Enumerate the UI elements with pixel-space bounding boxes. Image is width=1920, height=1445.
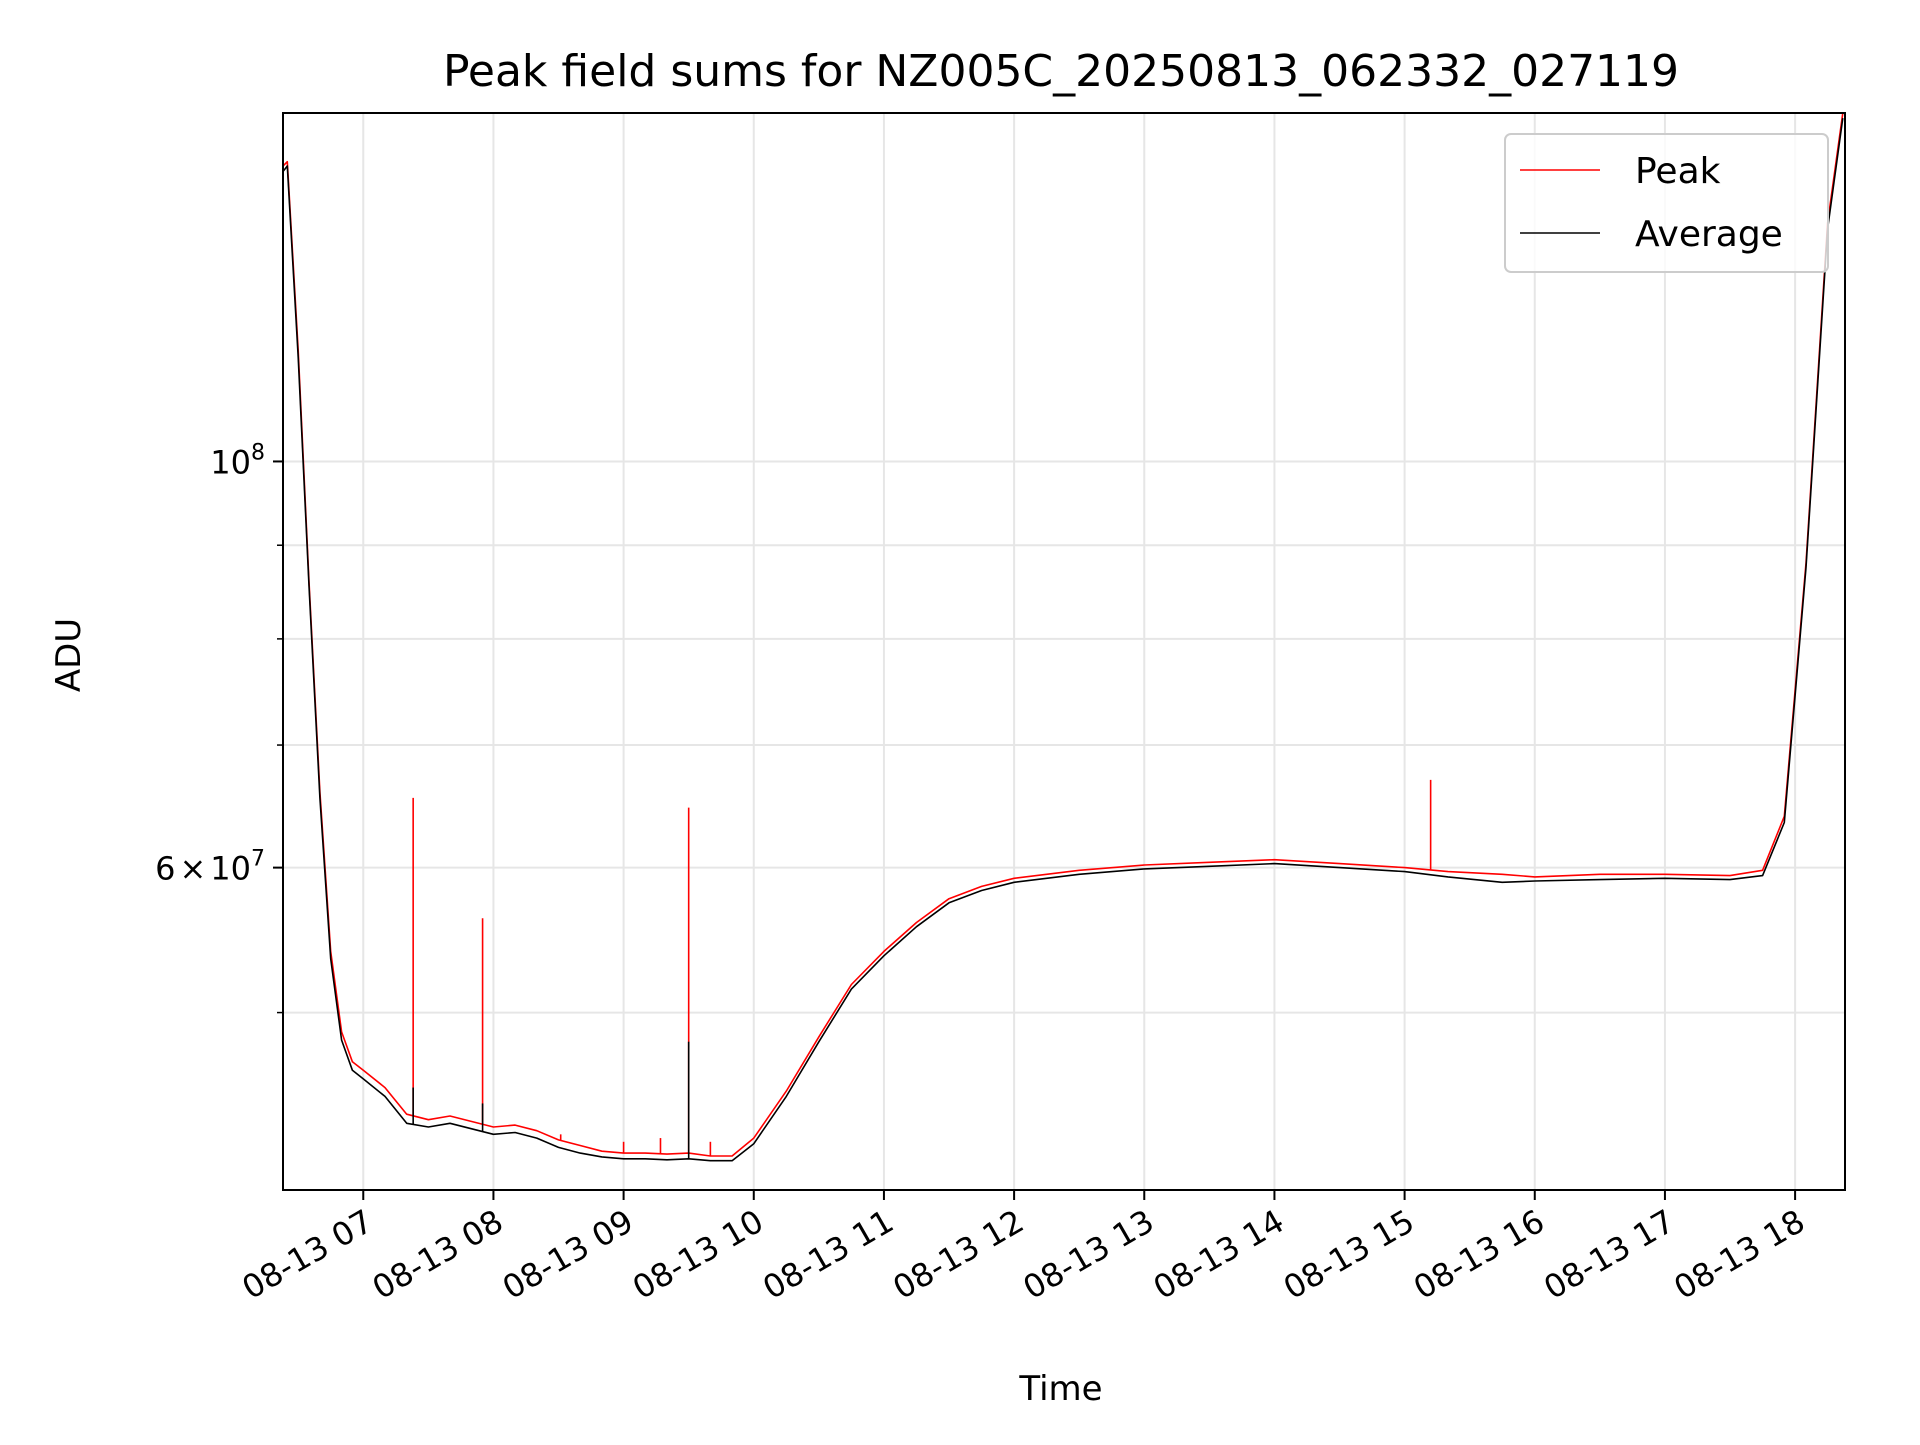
y-tick-base: 10 xyxy=(210,443,251,481)
y-tick-base: 10 xyxy=(210,850,251,888)
y-tick-mantissa: 6 xyxy=(155,850,175,888)
y-tick-label: 6 × 107 xyxy=(155,847,265,888)
plot-frame xyxy=(282,112,1846,1191)
series-line-peak xyxy=(283,113,1844,1157)
chart-title: Peak field sums for NZ005C_20250813_0623… xyxy=(443,46,1679,97)
legend-box xyxy=(1504,133,1829,273)
y-tick-times: × xyxy=(179,850,206,888)
legend: Peak Average xyxy=(1504,133,1829,273)
legend-label-average: Average xyxy=(1635,214,1783,255)
grid xyxy=(283,113,1845,1190)
series-line-average xyxy=(283,117,1844,1162)
y-tick-exponent: 8 xyxy=(251,440,265,465)
legend-label-peak: Peak xyxy=(1635,151,1721,192)
y-axis-label: ADU xyxy=(49,618,89,692)
series-average xyxy=(283,117,1844,1162)
y-tick-label: 108 xyxy=(210,440,265,481)
plot-lines xyxy=(283,113,1844,1162)
y-tick-exponent: 7 xyxy=(251,847,265,872)
x-axis-label: Time xyxy=(1018,1369,1102,1409)
